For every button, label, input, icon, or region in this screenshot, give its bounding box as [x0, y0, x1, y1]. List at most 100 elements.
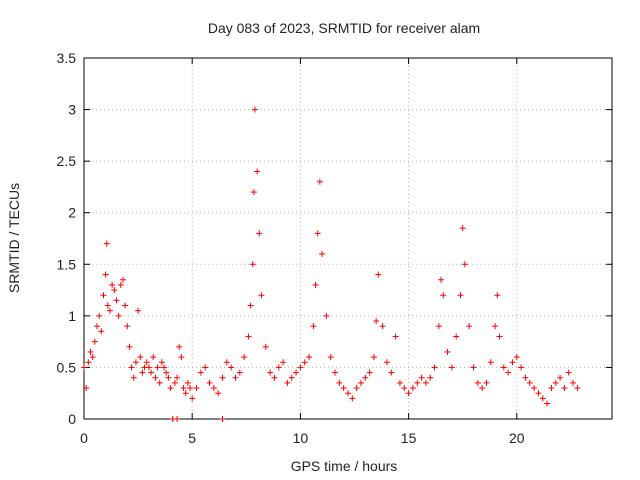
data-point	[301, 359, 308, 366]
data-point	[236, 369, 243, 376]
y-tick-labels: 0 0.5 1 1.5 2 2.5 3 3.5	[57, 50, 77, 427]
data-point	[388, 369, 395, 376]
data-point	[193, 385, 200, 392]
data-point	[249, 261, 256, 268]
data-point	[565, 369, 572, 376]
data-point	[392, 333, 399, 340]
data-point	[215, 390, 222, 397]
data-point	[280, 359, 287, 366]
data-point	[158, 359, 165, 366]
data-point	[113, 297, 120, 304]
data-point	[258, 292, 265, 299]
x-tick-label: 10	[293, 430, 309, 446]
data-point	[327, 354, 334, 361]
data-point	[427, 374, 434, 381]
data-point	[187, 385, 194, 392]
data-point	[96, 312, 103, 319]
data-point	[552, 379, 559, 386]
data-point	[143, 359, 150, 366]
data-point	[561, 385, 568, 392]
x-tick-label: 20	[509, 430, 525, 446]
data-point	[103, 240, 110, 247]
data-point	[448, 364, 455, 371]
data-point	[522, 374, 529, 381]
data-point	[405, 390, 412, 397]
data-point	[513, 354, 520, 361]
data-point	[357, 379, 364, 386]
data-point	[531, 385, 538, 392]
data-point	[163, 369, 170, 376]
data-point	[210, 385, 217, 392]
data-point	[461, 261, 468, 268]
data-point	[383, 359, 390, 366]
data-point	[466, 323, 473, 330]
data-point	[557, 374, 564, 381]
data-point	[366, 369, 373, 376]
data-point	[106, 307, 113, 314]
data-point	[518, 364, 525, 371]
data-point	[336, 379, 343, 386]
data-point	[128, 364, 135, 371]
data-point	[396, 379, 403, 386]
data-point	[323, 312, 330, 319]
y-tick-label: 2	[68, 205, 76, 221]
data-point	[379, 323, 386, 330]
data-point	[189, 395, 196, 402]
data-point	[470, 364, 477, 371]
data-point	[370, 354, 377, 361]
data-point	[256, 230, 263, 237]
data-point	[316, 178, 323, 185]
data-point	[494, 292, 501, 299]
data-point	[228, 364, 235, 371]
data-point	[245, 333, 252, 340]
x-tick-labels: 0 5 10 15 20	[80, 430, 525, 446]
data-point	[262, 343, 269, 350]
data-point	[254, 168, 261, 175]
data-point	[574, 385, 581, 392]
axis-ticks	[83, 57, 612, 420]
data-point	[414, 379, 421, 386]
x-tick-label: 15	[401, 430, 417, 446]
data-point	[148, 369, 155, 376]
data-point	[401, 385, 408, 392]
data-point	[440, 292, 447, 299]
data-point	[496, 333, 503, 340]
data-point	[197, 369, 204, 376]
data-point	[509, 359, 516, 366]
data-point	[492, 323, 499, 330]
data-point	[483, 379, 490, 386]
data-point	[182, 390, 189, 397]
data-point	[89, 354, 96, 361]
data-point	[250, 189, 257, 196]
data-point	[306, 354, 313, 361]
data-point	[117, 281, 124, 288]
data-point	[176, 343, 183, 350]
data-point	[247, 302, 254, 309]
data-point	[284, 379, 291, 386]
x-tick-label: 5	[188, 430, 196, 446]
data-point	[431, 364, 438, 371]
data-points	[81, 106, 581, 422]
data-point	[373, 318, 380, 325]
data-point	[132, 359, 139, 366]
data-point	[349, 395, 356, 402]
data-point	[479, 385, 486, 392]
data-point	[310, 323, 317, 330]
data-point	[453, 333, 460, 340]
chart-title: Day 083 of 2023, SRMTID for receiver ala…	[208, 20, 480, 36]
data-point	[319, 250, 326, 257]
data-point	[174, 374, 181, 381]
data-point	[223, 359, 230, 366]
y-tick-label: 3	[68, 102, 76, 118]
data-point	[474, 379, 481, 386]
data-point	[535, 390, 542, 397]
data-point	[115, 312, 122, 319]
data-point	[98, 328, 105, 335]
y-tick-label: 0	[68, 411, 76, 427]
data-point	[87, 348, 94, 355]
data-point	[126, 343, 133, 350]
data-point	[293, 369, 300, 376]
y-tick-label: 1.5	[57, 256, 77, 272]
data-point	[174, 416, 181, 422]
